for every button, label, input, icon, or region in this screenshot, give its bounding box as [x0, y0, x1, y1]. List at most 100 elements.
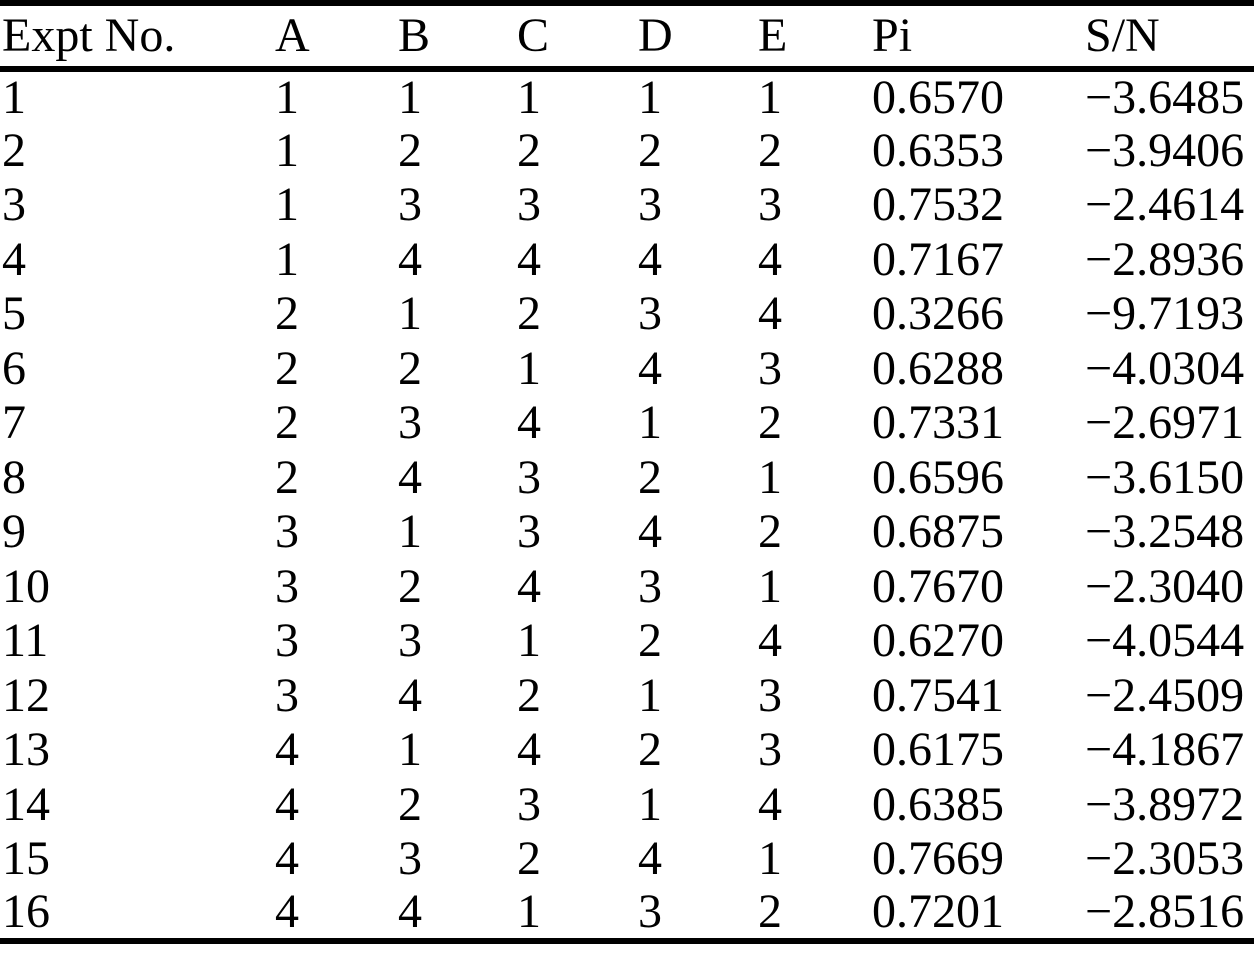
table-cell: −2.4509	[1085, 668, 1245, 722]
table-cell: 1	[398, 287, 422, 341]
table-cell: 1	[638, 396, 662, 450]
table-cell: 9	[2, 505, 26, 559]
table-cell: 2	[2, 123, 26, 177]
table-cell: 2	[398, 123, 422, 177]
table-cell: 15	[2, 832, 50, 886]
table-cell: 1	[517, 70, 541, 124]
table-cell: 0.6596	[872, 450, 1004, 504]
table-cell: 4	[275, 723, 299, 777]
table-cell: 4	[275, 832, 299, 886]
table-cell: 4	[517, 232, 541, 286]
table-cell: 3	[758, 668, 782, 722]
table-cell: 1	[398, 70, 422, 124]
table-cell: 12	[2, 668, 50, 722]
table-cell: 1	[517, 885, 541, 939]
table-cell: 2	[398, 341, 422, 395]
header-row: Expt No. A B C D E Pi S/N	[0, 3, 1254, 72]
table-cell: 2	[398, 559, 422, 613]
table-cell: 2	[638, 723, 662, 777]
table-cell: 1	[2, 70, 26, 124]
col-header-sn-ratio: S/N	[1085, 3, 1254, 72]
table-cell: 4	[638, 505, 662, 559]
table-cell: 2	[638, 450, 662, 504]
table-cell: −3.9406	[1085, 123, 1245, 177]
table-cell: 0.6175	[872, 723, 1004, 777]
table-cell: 0.6353	[872, 123, 1004, 177]
table-cell: −9.7193	[1085, 287, 1245, 341]
table-cell: 0.7670	[872, 559, 1004, 613]
table-cell: −3.6150	[1085, 450, 1245, 504]
table-cell: 5	[2, 287, 26, 341]
table-cell: 4	[398, 232, 422, 286]
table-cell: 0.7541	[872, 668, 1004, 722]
table-cell: 2	[517, 832, 541, 886]
col-header-factor-b: B	[398, 3, 517, 72]
table-cell: 1	[275, 123, 299, 177]
table-cell: 3	[758, 178, 782, 232]
table-cell: 3	[275, 505, 299, 559]
table-cell: 3	[275, 668, 299, 722]
table-cell: 16	[2, 885, 50, 939]
table-cell: −3.6485	[1085, 70, 1245, 124]
table-row: 6 2 2 1 4 3 0.6288 −4.0304	[0, 342, 1254, 397]
table-cell: −2.8936	[1085, 232, 1245, 286]
col-header-pi: Pi	[872, 3, 1085, 72]
table-row: 2 1 2 2 2 2 0.6353 −3.9406	[0, 124, 1254, 179]
table-cell: 0.6270	[872, 614, 1004, 668]
table-cell: 1	[275, 178, 299, 232]
table-cell: 2	[275, 450, 299, 504]
table-body: 1 1 1 1 1 1 0.6570 −3.6485 2 1 2 2 2 2 0.6353 −3.9406 3 1…	[0, 69, 1254, 941]
table-cell: 1	[275, 70, 299, 124]
table-cell: 0.7532	[872, 178, 1004, 232]
col-header-expt-no: Expt No.	[0, 3, 275, 72]
table-cell: 4	[638, 341, 662, 395]
table-cell: 2	[275, 396, 299, 450]
col-header-factor-d: D	[638, 3, 758, 72]
table-cell: 4	[275, 885, 299, 939]
table-cell: −2.4614	[1085, 178, 1245, 232]
table-cell: 14	[2, 777, 50, 831]
table-cell: −4.0544	[1085, 614, 1245, 668]
table-row: 11 3 3 1 2 4 0.6270 −4.0544	[0, 614, 1254, 669]
table-cell: 2	[758, 885, 782, 939]
table-cell: 7	[2, 396, 26, 450]
table-cell: 3	[517, 505, 541, 559]
table-cell: 2	[517, 287, 541, 341]
table-cell: 0.6570	[872, 70, 1004, 124]
table-cell: 3	[398, 178, 422, 232]
table-cell: 13	[2, 723, 50, 777]
table-cell: 3	[517, 178, 541, 232]
table-cell: −4.0304	[1085, 341, 1245, 395]
table-cell: 3	[517, 450, 541, 504]
table-cell: 2	[758, 123, 782, 177]
table-cell: 1	[517, 614, 541, 668]
table-cell: 1	[638, 70, 662, 124]
table-row: 16 4 4 1 3 2 0.7201 −2.8516	[0, 887, 1254, 942]
table-cell: 11	[2, 614, 49, 668]
table-row: 13 4 1 4 2 3 0.6175 −4.1867	[0, 723, 1254, 778]
col-header-factor-e: E	[758, 3, 872, 72]
table-cell: 0.7331	[872, 396, 1004, 450]
table-cell: 2	[517, 668, 541, 722]
table-cell: 0.7201	[872, 885, 1004, 939]
table-row: 3 1 3 3 3 3 0.7532 −2.4614	[0, 178, 1254, 233]
table-cell: 4	[517, 559, 541, 613]
col-header-factor-c: C	[517, 3, 638, 72]
table-cell: 4	[758, 232, 782, 286]
table-cell: 3	[638, 287, 662, 341]
table-cell: 3	[758, 341, 782, 395]
table-cell: 3	[638, 559, 662, 613]
table-cell: −2.8516	[1085, 885, 1245, 939]
table-cell: 3	[758, 723, 782, 777]
table-cell: 3	[638, 885, 662, 939]
table-cell: 0.6288	[872, 341, 1004, 395]
table-cell: 10	[2, 559, 50, 613]
col-header-factor-a: A	[275, 3, 398, 72]
table-cell: −3.8972	[1085, 777, 1245, 831]
table-cell: 2	[758, 505, 782, 559]
table-cell: 4	[758, 287, 782, 341]
table-row: 5 2 1 2 3 4 0.3266 −9.7193	[0, 287, 1254, 342]
table-cell: 3	[275, 559, 299, 613]
table-cell: 1	[275, 232, 299, 286]
table-row: 1 1 1 1 1 1 0.6570 −3.6485	[0, 69, 1254, 124]
